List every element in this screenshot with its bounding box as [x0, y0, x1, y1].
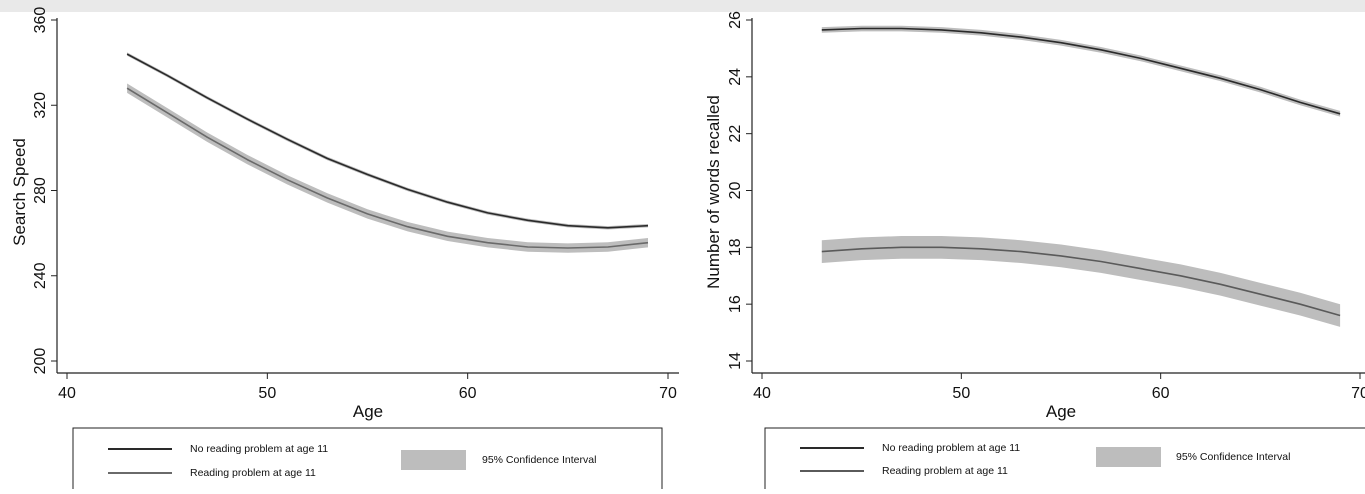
legend-label-confidence-interval: 95% Confidence Interval — [1176, 451, 1290, 463]
x-tick-label: 60 — [459, 385, 477, 402]
y-tick-label: 200 — [32, 348, 49, 375]
legend: No reading problem at age 11 Reading pro… — [764, 427, 1365, 494]
x-tick-label: 40 — [58, 385, 76, 402]
ci-band-no-reading-problem — [821, 25, 1341, 117]
y-tick-label: 360 — [32, 7, 49, 34]
ci-band-no-reading-problem — [127, 52, 649, 230]
y-tick-label: 26 — [727, 11, 744, 29]
x-axis-title: Age — [1046, 402, 1076, 421]
legend-swatch-confidence-interval — [401, 450, 466, 470]
y-tick-label: 20 — [727, 182, 744, 200]
y-tick-label: 24 — [727, 68, 744, 86]
x-tick-label: 50 — [258, 385, 276, 402]
legend-label-reading-problem: Reading problem at age 11 — [882, 465, 1008, 477]
top-strip — [0, 0, 1365, 12]
y-tick-label: 14 — [727, 352, 744, 370]
y-tick-label: 18 — [727, 238, 744, 256]
legend-label-confidence-interval: 95% Confidence Interval — [482, 454, 596, 466]
legend-box — [764, 427, 1365, 494]
y-axis-title: Number of words recalled — [704, 95, 723, 289]
y-tick-label: 240 — [32, 262, 49, 289]
legend-swatch-confidence-interval — [1096, 447, 1161, 467]
series-line-no-reading-problem — [126, 53, 649, 229]
legend-label-reading-problem: Reading problem at age 11 — [190, 467, 316, 479]
y-tick-label: 320 — [32, 92, 49, 119]
series-line-reading-problem — [126, 87, 649, 249]
legend-box — [72, 427, 663, 494]
ci-band-reading-problem — [127, 83, 649, 253]
y-axis-title: Search Speed — [10, 138, 29, 246]
search-speed-panel: 200 240 280 320 360 40 50 60 70 Search Speed Ag… — [10, 7, 679, 494]
x-tick-label: 70 — [659, 385, 677, 402]
legend-label-no-reading-problem: No reading problem at age 11 — [190, 443, 328, 455]
x-tick-label: 60 — [1152, 385, 1170, 402]
ci-band-reading-problem — [821, 236, 1341, 327]
series-line-no-reading-problem — [821, 27, 1341, 115]
series-line-reading-problem — [821, 246, 1341, 317]
legend: No reading problem at age 11 Reading pro… — [72, 427, 663, 494]
x-tick-label: 40 — [753, 385, 771, 402]
words-recalled-panel: 14 16 18 20 22 24 26 40 50 60 70 Number of words … — [704, 11, 1365, 494]
y-tick-label: 16 — [727, 295, 744, 313]
legend-label-no-reading-problem: No reading problem at age 11 — [882, 442, 1020, 454]
y-tick-label: 22 — [727, 125, 744, 143]
x-axis-title: Age — [353, 402, 383, 421]
y-tick-label: 280 — [32, 177, 49, 204]
x-tick-label: 70 — [1351, 385, 1365, 402]
x-tick-label: 50 — [952, 385, 970, 402]
